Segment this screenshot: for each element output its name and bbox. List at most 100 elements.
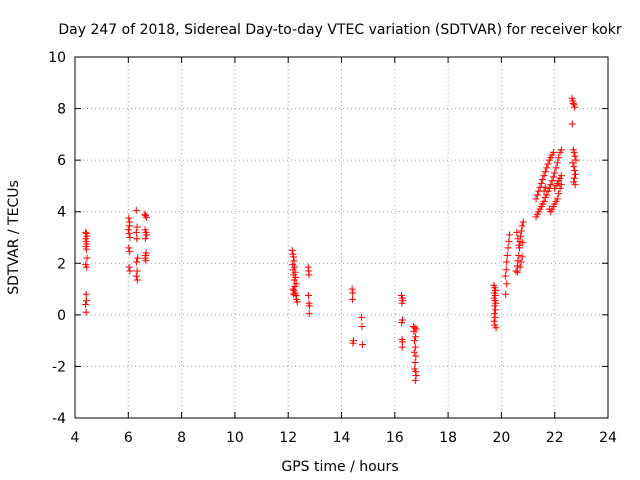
data-point xyxy=(288,246,296,254)
data-point xyxy=(540,172,548,180)
data-point xyxy=(533,191,541,199)
data-point xyxy=(83,254,91,262)
data-point xyxy=(557,181,565,189)
data-point xyxy=(519,239,527,247)
data-point xyxy=(553,195,561,203)
data-point xyxy=(571,181,579,189)
data-point xyxy=(305,271,313,279)
data-point xyxy=(539,175,547,183)
x-axis-label: GPS time / hours xyxy=(281,459,398,475)
data-point xyxy=(82,308,90,316)
data-point xyxy=(490,310,498,318)
data-point xyxy=(547,181,555,189)
data-point xyxy=(571,152,579,160)
y-tick-label: 6 xyxy=(57,153,66,169)
data-point xyxy=(411,377,419,385)
data-point xyxy=(125,263,133,271)
y-tick-label: -2 xyxy=(52,359,66,375)
data-point xyxy=(518,253,526,261)
data-point xyxy=(290,253,298,261)
data-point xyxy=(551,169,559,177)
data-point xyxy=(571,166,579,174)
data-point xyxy=(293,298,301,306)
data-point xyxy=(541,168,549,176)
x-tick-label: 4 xyxy=(71,430,80,446)
data-point xyxy=(411,324,419,332)
data-point xyxy=(349,339,357,347)
y-tick-label: 10 xyxy=(48,50,66,66)
x-tick-label: 10 xyxy=(226,430,244,446)
data-point xyxy=(516,263,524,271)
data-point xyxy=(515,252,523,260)
data-point xyxy=(411,337,419,345)
data-point xyxy=(553,159,561,167)
data-point xyxy=(82,290,90,298)
data-point xyxy=(514,257,522,265)
data-point xyxy=(568,120,576,128)
data-point xyxy=(543,164,551,172)
data-point xyxy=(125,214,133,222)
data-point xyxy=(132,206,140,214)
data-point xyxy=(82,297,90,305)
data-point xyxy=(125,222,133,230)
data-point xyxy=(126,267,134,275)
x-tick-label: 18 xyxy=(439,430,457,446)
y-tick-label: 8 xyxy=(57,102,66,118)
data-point xyxy=(304,263,312,271)
data-point xyxy=(412,371,420,379)
data-point xyxy=(398,343,406,351)
data-point xyxy=(411,343,419,351)
data-point xyxy=(410,348,418,356)
data-point xyxy=(492,324,500,332)
data-point xyxy=(357,313,365,321)
data-point xyxy=(503,280,511,288)
x-tick-label: 20 xyxy=(492,430,510,446)
data-point xyxy=(412,368,420,376)
data-point xyxy=(410,328,418,336)
y-tick-label: -4 xyxy=(52,411,66,427)
data-point xyxy=(133,267,141,275)
data-point xyxy=(557,146,565,154)
data-point xyxy=(292,292,300,300)
data-point xyxy=(570,163,578,171)
data-point xyxy=(290,257,298,265)
data-point xyxy=(133,276,141,284)
data-point xyxy=(512,267,520,275)
x-tick-label: 6 xyxy=(124,430,133,446)
x-tick-label: 16 xyxy=(386,430,404,446)
grid-layer xyxy=(75,57,608,418)
data-point xyxy=(412,352,420,360)
data-point xyxy=(514,235,522,243)
data-point xyxy=(82,301,90,309)
data-point xyxy=(133,258,141,266)
data-point xyxy=(517,227,525,235)
data-point xyxy=(349,289,357,297)
data-point xyxy=(501,272,509,280)
data-point xyxy=(557,172,565,180)
y-tick-label: 2 xyxy=(57,256,66,272)
x-tick-label: 22 xyxy=(546,430,564,446)
data-point xyxy=(552,164,560,172)
data-point xyxy=(555,154,563,162)
data-point xyxy=(544,160,552,168)
y-axis-label: SDTVAR / TECUs xyxy=(6,180,22,295)
data-point xyxy=(518,222,526,230)
data-point xyxy=(490,317,498,325)
data-point xyxy=(513,268,521,276)
data-point xyxy=(290,276,298,284)
data-point xyxy=(569,99,577,107)
data-point xyxy=(505,231,513,239)
data-point xyxy=(491,313,499,321)
data-point xyxy=(126,248,134,256)
data-point xyxy=(134,254,142,262)
data-point xyxy=(304,292,312,300)
data-point xyxy=(124,226,132,234)
data-point xyxy=(141,235,149,243)
data-point xyxy=(83,263,91,271)
data-point xyxy=(142,257,150,265)
data-point xyxy=(289,285,297,293)
data-point xyxy=(132,272,140,280)
y-tick-label: 0 xyxy=(57,308,66,324)
data-point xyxy=(348,285,356,293)
